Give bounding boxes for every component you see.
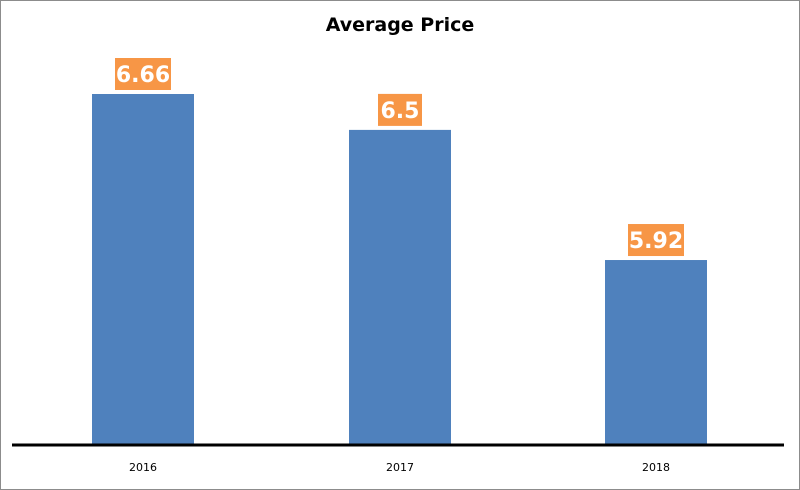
data-label-box-2018 (626, 222, 686, 259)
bar-2018 (605, 260, 707, 444)
bar-2016 (92, 94, 194, 444)
bar-2017 (349, 129, 451, 444)
data-label-box-2016 (113, 56, 173, 92)
data-label-2018: 5.92 (629, 229, 683, 254)
data-label-box-2017 (376, 91, 424, 128)
data-label-2017: 6.5 (381, 99, 420, 124)
chart-title: Average Price (325, 14, 475, 36)
x-tick-label-2018: 2018 (642, 461, 670, 474)
x-tick-label-2017: 2017 (386, 461, 414, 474)
data-label-2016: 6.66 (116, 63, 170, 88)
x-tick-label-2016: 2016 (129, 461, 157, 474)
